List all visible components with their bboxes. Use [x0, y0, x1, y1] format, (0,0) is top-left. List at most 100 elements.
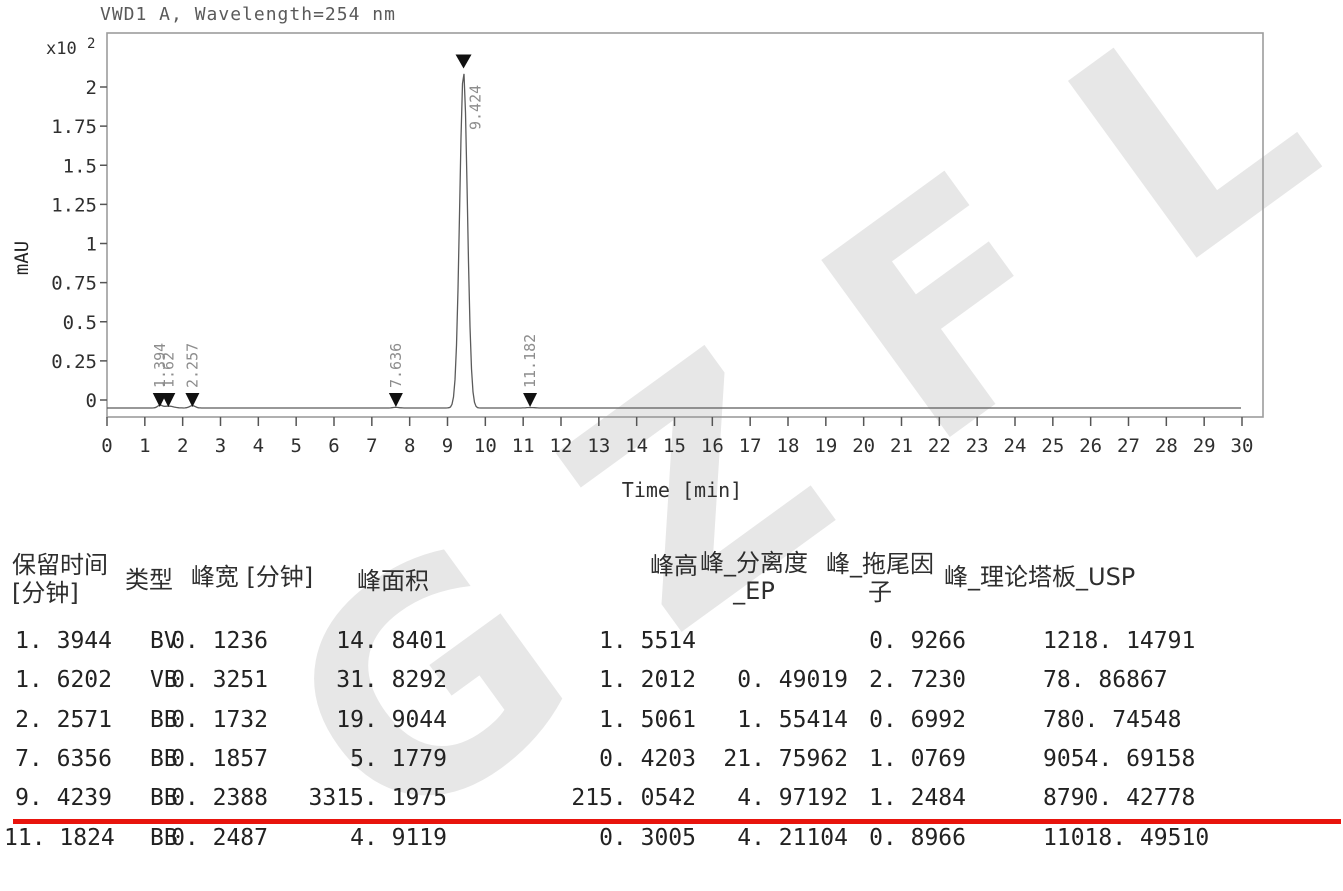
- table-row: 9. 4239 BB 0. 2388 3315. 1975 215. 0542 4. 97…: [0, 785, 1343, 815]
- table-cell: BB: [150, 745, 178, 772]
- x-tick-label: 8: [404, 435, 415, 457]
- column-header-line1: 峰高: [650, 552, 698, 580]
- table-cell: 11. 1824: [4, 824, 115, 851]
- table-row: 2. 2571 BB 0. 1732 19. 9044 1. 5061 1. 55414 0…: [0, 707, 1343, 737]
- table-row: 7. 6356 BB 0. 1857 5. 1779 0. 4203 21. 75962 1…: [0, 746, 1343, 776]
- peak-label: 1.394: [151, 343, 169, 388]
- table-cell: 0. 1236: [171, 628, 268, 654]
- peak-label: 11.182: [521, 334, 539, 388]
- peak-label: 7.636: [387, 343, 405, 388]
- table-cell: 0. 9266: [869, 628, 966, 654]
- column-header: 峰宽 [分钟]: [183, 563, 321, 591]
- table-cell: BB: [150, 824, 178, 851]
- x-tick-label: 26: [1079, 435, 1102, 457]
- highlight-underline: [13, 819, 1341, 824]
- column-header: 保留时间 [分钟]: [12, 551, 132, 607]
- x-axis-title: Time [min]: [622, 478, 742, 502]
- column-header: 类型: [116, 566, 182, 594]
- y-tick-label: 0.75: [51, 273, 97, 295]
- x-tick-label: 7: [366, 435, 377, 457]
- table-cell: 0. 1857: [171, 745, 268, 772]
- table-cell: 0. 2388: [171, 785, 268, 812]
- table-cell: 4. 97192: [737, 785, 848, 812]
- x-tick-label: 20: [852, 435, 875, 457]
- table-cell: 1218. 14791: [1043, 628, 1196, 654]
- x-tick-label: 28: [1155, 435, 1178, 457]
- x-tick-label: 13: [587, 435, 610, 457]
- table-cell: 215. 0542: [571, 785, 696, 812]
- column-header-line1: 峰宽 [分钟]: [190, 563, 314, 591]
- table-cell: 1. 6202: [15, 667, 112, 694]
- table-cell: 1. 55414: [737, 706, 848, 733]
- peak-label: 1.62: [159, 352, 177, 388]
- table-cell: 2. 2571: [15, 706, 112, 733]
- table-cell: 0. 3005: [599, 824, 696, 851]
- y-tick-label: 1: [86, 234, 97, 256]
- y-tick-label: 0.5: [63, 312, 97, 334]
- column-header-line1: 类型: [125, 566, 173, 594]
- table-cell: 21. 75962: [723, 745, 848, 772]
- table-cell: 0. 8966: [869, 824, 966, 851]
- table-cell: 8790. 42778: [1043, 785, 1196, 812]
- x-tick-label: 4: [253, 435, 264, 457]
- table-cell: 9. 4239: [15, 785, 112, 812]
- table-cell: 0. 4203: [599, 745, 696, 772]
- signal-trace: [107, 73, 1241, 409]
- table-cell: 5. 1779: [350, 745, 447, 772]
- chart-title: VWD1 A, Wavelength=254 nm: [100, 4, 396, 25]
- table-cell: 1. 2484: [869, 785, 966, 812]
- table-cell: BV: [150, 628, 178, 654]
- column-header: 峰面积: [344, 567, 442, 595]
- x-tick-label: 0: [101, 435, 112, 457]
- plot-frame: [106, 32, 1264, 418]
- x-tick-label: 3: [215, 435, 226, 457]
- x-tick-label: 11: [512, 435, 535, 457]
- x-tick-label: 16: [701, 435, 724, 457]
- column-header-line2: _EP: [733, 577, 775, 605]
- y-tick-label: 0: [86, 390, 97, 412]
- table-cell: 4. 9119: [350, 824, 447, 851]
- table-cell: 31. 8292: [336, 667, 447, 694]
- x-tick-label: 25: [1041, 435, 1064, 457]
- y-tick-label: 1.75: [51, 116, 97, 138]
- table-row: 1. 6202 VB 0. 3251 31. 8292 1. 2012 0. 49019 2…: [0, 667, 1343, 697]
- table-cell: 780. 74548: [1043, 706, 1182, 733]
- x-tick-label: 29: [1193, 435, 1216, 457]
- peak-baseline-marker: [523, 393, 538, 407]
- peak-apex-marker: [455, 54, 472, 69]
- column-header-line2: [分钟]: [12, 579, 79, 607]
- column-header: 峰_分离度 _EP: [698, 549, 810, 605]
- table-cell: 0. 1732: [171, 706, 268, 733]
- x-tick-label: 23: [966, 435, 989, 457]
- table-cell: 7. 6356: [15, 745, 112, 772]
- table-cell: 19. 9044: [336, 706, 447, 733]
- x-tick-label: 12: [550, 435, 573, 457]
- table-cell: 11018. 49510: [1043, 824, 1210, 851]
- y-tick-label: 1.5: [63, 155, 97, 177]
- table-cell: 2. 7230: [869, 667, 966, 694]
- column-header-line1: 峰_理论塔板_USP: [944, 563, 1136, 591]
- peak-baseline-marker: [185, 393, 200, 407]
- peak-baseline-marker: [161, 393, 176, 407]
- table-cell: VB: [150, 667, 178, 694]
- column-header-line1: 峰_分离度: [700, 549, 808, 577]
- column-header-line1: 峰_拖尾因子: [826, 550, 934, 606]
- table-cell: 4. 21104: [737, 824, 848, 851]
- table-cell: 1. 3944: [15, 628, 112, 654]
- x-tick-label: 6: [328, 435, 339, 457]
- x-tick-label: 2: [177, 435, 188, 457]
- table-cell: 1. 2012: [599, 667, 696, 694]
- x-tick-label: 1: [139, 435, 150, 457]
- x-tick-label: 21: [890, 435, 913, 457]
- table-row: 1. 3944 BV 0. 1236 14. 8401 1. 5514 0. 9266 12…: [0, 628, 1343, 658]
- x-tick-label: 30: [1231, 435, 1254, 457]
- x-tick-label: 14: [625, 435, 648, 457]
- x-tick-label: 19: [814, 435, 837, 457]
- table-cell: 78. 86867: [1043, 667, 1168, 694]
- peak-label: 2.257: [183, 343, 201, 388]
- x-tick-label: 9: [442, 435, 453, 457]
- column-header-line1: 保留时间: [12, 551, 108, 579]
- column-header-line1: 峰面积: [357, 567, 429, 595]
- x-tick-label: 17: [739, 435, 762, 457]
